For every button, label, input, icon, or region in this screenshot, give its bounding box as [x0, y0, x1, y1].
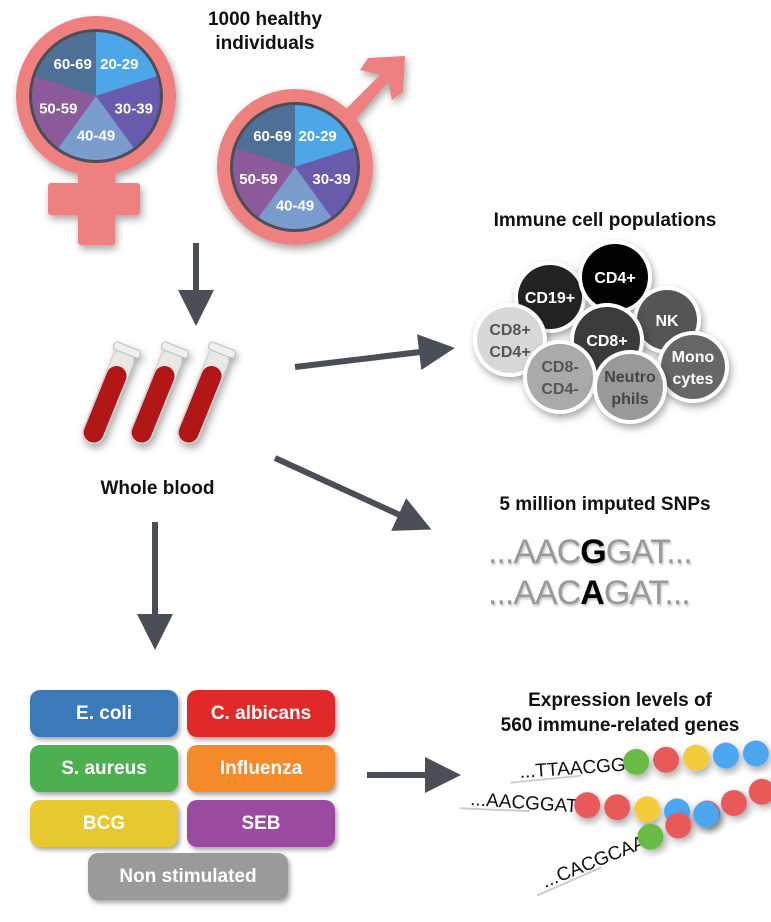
cell-monocytes: Mono cytes [657, 331, 729, 403]
pie-slice-60-69 [35, 32, 96, 96]
snp-seq2-suffix: GAT... [603, 574, 691, 612]
cohort-title-line1: 1000 healthy [207, 9, 323, 30]
cell-label: CD4+ [489, 344, 530, 361]
expression-dot [665, 812, 692, 839]
expression-sequence: ...AACGGAT [470, 789, 579, 817]
test-tube-icon [130, 341, 190, 445]
arrow-to-snps [273, 455, 432, 531]
expression-dot [683, 744, 710, 771]
snp-allele-2: A [580, 574, 605, 612]
pie-slice-40-49 [258, 167, 332, 229]
expression-sequence: ...TTAACGG [519, 755, 626, 783]
cell-label: CD8+ [489, 322, 530, 339]
male-age-pie: 20-29 30-39 40-49 50-59 60-69 [230, 102, 360, 232]
cell-label: Neutro [604, 369, 656, 386]
expression-row: ...CACGCAA [536, 778, 771, 897]
cell-label: Mono [672, 349, 715, 366]
pie-label: 50-59 [39, 100, 77, 117]
cell-label: phils [611, 391, 648, 408]
whole-blood-label: Whole blood [100, 478, 215, 499]
arrow-to-cells [294, 334, 455, 371]
pie-slice-20-29 [295, 105, 354, 167]
pie-slice-30-39 [96, 76, 161, 148]
expression-title: Expression levels of 560 immune-related … [470, 688, 770, 738]
cell-label: NK [655, 313, 679, 330]
blood-tubes-icon [82, 341, 237, 445]
stimulus-e-coli: E. coli [30, 690, 178, 737]
pie-slice-20-29 [96, 32, 157, 96]
stimulus-non-stimulated: Non stimulated [88, 853, 288, 900]
snp-seq2-prefix: ...AAC [488, 574, 581, 612]
snp-sequence-1: ...AACGGAT... [488, 533, 693, 572]
pie-label: 50-59 [239, 171, 277, 188]
test-tube-icon [82, 341, 142, 445]
expression-dot [720, 790, 747, 817]
cohort-title-line2: individuals [215, 33, 315, 54]
pie-label: 20-29 [298, 128, 336, 145]
stimulus-bcg: BCG [30, 800, 178, 847]
stimulus-influenza: Influenza [187, 745, 335, 792]
pie-label: 40-49 [77, 128, 115, 145]
stimulus-s-aureus: S. aureus [30, 745, 178, 792]
pie-slice-30-39 [295, 147, 357, 218]
expression-dot [637, 823, 664, 850]
cell-label: CD8- [541, 359, 578, 376]
snp-allele-1: G [580, 533, 606, 571]
pie-label: 40-49 [276, 197, 314, 214]
expression-dot [742, 740, 769, 767]
pie-slice-50-59 [32, 76, 96, 148]
expression-dot [604, 794, 631, 821]
cell-label: CD8+ [586, 333, 627, 350]
cell-label: CD4+ [594, 270, 635, 287]
snp-seq1-prefix: ...AAC [488, 533, 581, 571]
snp-sequence-2: ...AACAGAT... [488, 574, 691, 613]
expression-dot [623, 748, 650, 775]
immune-title: Immune cell populations [493, 210, 717, 231]
pie-label: 60-69 [53, 56, 91, 73]
stimulus-seb: SEB [187, 800, 335, 847]
expression-dot [712, 742, 739, 769]
cell-label: cytes [673, 371, 714, 388]
expression-dot [748, 778, 771, 805]
cell-label: CD4- [541, 381, 578, 398]
expression-title-line2: 560 immune-related genes [500, 715, 740, 736]
expression-sequences: ...TTAACGG ...AACGGAT ...CACGCAA [459, 740, 771, 897]
cell-cd8cd4: CD8- CD4- [523, 340, 597, 414]
cohort-title: 1000 healthy individuals [180, 8, 350, 56]
expression-dot [634, 796, 661, 823]
expression-dot [574, 792, 601, 819]
expression-row: ...TTAACGG [510, 740, 769, 784]
pie-label: 30-39 [312, 171, 350, 188]
immune-cell-bubbles: CD19+ CD4+ NK CD8+ CD4+ CD8+ Mono cytes CD8- CD4-… [473, 240, 729, 424]
expression-dot [693, 801, 720, 828]
expression-sequence: ...CACGCAA [539, 832, 649, 893]
cell-label: CD19+ [525, 290, 575, 307]
pie-slice-40-49 [58, 96, 134, 160]
pie-label: 20-29 [100, 56, 138, 73]
stimulus-c-albicans: C. albicans [187, 690, 335, 737]
pie-slice-50-59 [233, 147, 295, 218]
cell-cd4: CD4+ [578, 240, 652, 314]
pie-label: 60-69 [253, 128, 291, 145]
snp-seq1-suffix: GAT... [605, 533, 693, 571]
snps-title: 5 million imputed SNPs [499, 494, 711, 515]
expression-dot [653, 746, 680, 773]
pie-label: 30-39 [115, 100, 153, 117]
expression-title-line1: Expression levels of [528, 690, 712, 711]
cell-neutrophils: Neutro phils [593, 350, 667, 424]
pie-slice-60-69 [236, 105, 295, 167]
test-tube-icon [177, 341, 237, 445]
